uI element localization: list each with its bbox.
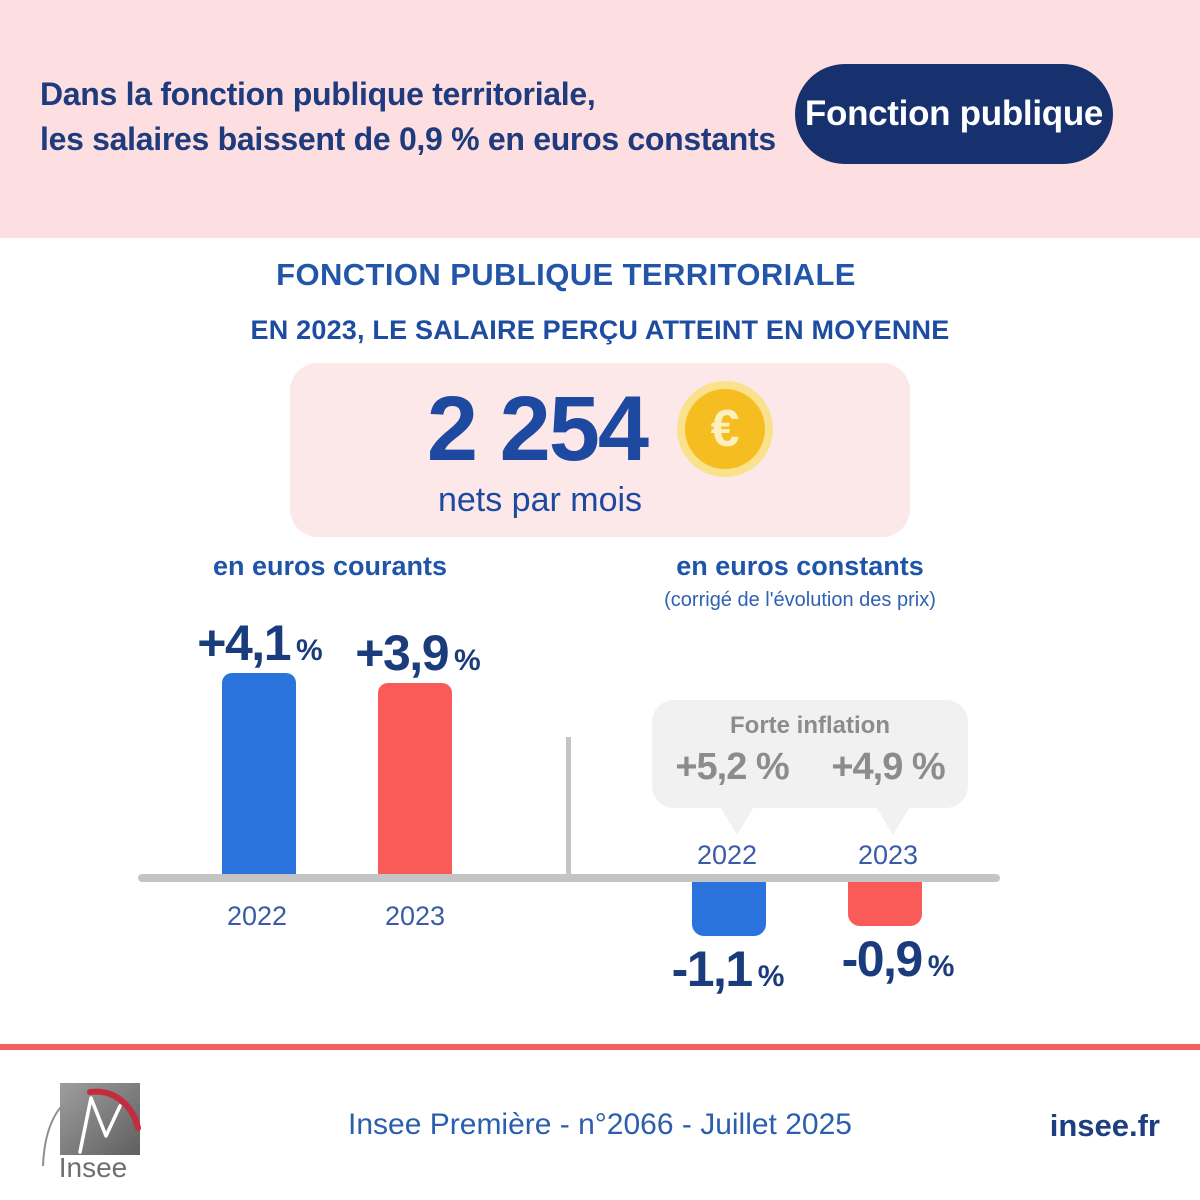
publication-reference: Insee Première - n°2066 - Juillet 2025 [348, 1108, 852, 1141]
chart-baseline [138, 874, 1000, 882]
bar-2022-courants [222, 673, 296, 874]
value-number: -1,1 [671, 941, 754, 997]
euro-coin-center: € [685, 388, 766, 469]
header-title-line1: Dans la fonction publique territoriale, [40, 76, 596, 112]
chart-divider [566, 737, 571, 874]
value-unit: % [454, 644, 481, 677]
value-number: +3,9 [355, 625, 449, 681]
bar-2022-constants [692, 882, 766, 936]
inflation-value-2023: +4,9 % [831, 746, 945, 788]
year-label-right-2023: 2023 [857, 840, 919, 870]
insee-logo: Insee [42, 1083, 141, 1180]
value-unit: % [927, 950, 955, 983]
badge-label: Fonction publique [804, 94, 1104, 133]
value-label-2023-constants: -0,9% [798, 934, 998, 984]
section-subtitle: EN 2023, LE SALAIRE PERÇU ATTEINT EN MOY… [250, 315, 950, 345]
salary-highlight-card: 2 254 € nets par mois [290, 363, 910, 537]
footer-divider-line [0, 1044, 1200, 1050]
year-label-left-2023: 2023 [384, 901, 446, 931]
tooltip-tail-2022 [719, 805, 755, 835]
euro-symbol: € [710, 399, 740, 458]
value-unit: % [296, 634, 323, 667]
value-label-2022-constants: -1,1% [628, 944, 828, 994]
year-label-left-2022: 2022 [226, 901, 288, 931]
salary-caption: nets par mois [437, 480, 643, 519]
value-label-2022-courants: +4,1% [160, 618, 360, 668]
right-series-title: en euros constants [676, 551, 924, 581]
left-series-title: en euros courants [212, 551, 448, 581]
inflation-tooltip-title: Forte inflation [730, 712, 890, 739]
euro-coin-icon: € [677, 380, 774, 477]
salary-amount: 2 254 [426, 377, 649, 480]
header-title: Dans la fonction publique territoriale, … [40, 72, 776, 162]
salary-amount-row: 2 254 € [426, 377, 774, 480]
value-label-2023-courants: +3,9% [318, 628, 518, 678]
value-number: -0,9 [841, 931, 924, 987]
fonction-publique-badge: Fonction publique [795, 64, 1113, 164]
year-label-right-2022: 2022 [696, 840, 758, 870]
value-unit: % [757, 960, 785, 993]
inflation-value-2022: +5,2 % [675, 746, 789, 788]
tooltip-tail-2023 [875, 805, 911, 835]
section-title: FONCTION PUBLIQUE TERRITORIALE [276, 257, 856, 292]
value-number: +4,1 [197, 615, 291, 671]
inflation-tooltip: Forte inflation +5,2 % +4,9 % [652, 700, 968, 808]
bar-2023-courants [378, 683, 452, 874]
insee-website: insee.fr [1049, 1108, 1160, 1143]
bar-2023-constants [848, 882, 922, 926]
right-series-note: (corrigé de l'évolution des prix) [664, 589, 936, 611]
insee-logo-text: Insee [59, 1152, 128, 1180]
header-title-line2: les salaires baissent de 0,9 % en euros … [40, 121, 776, 157]
header-band: Dans la fonction publique territoriale, … [0, 0, 1200, 238]
